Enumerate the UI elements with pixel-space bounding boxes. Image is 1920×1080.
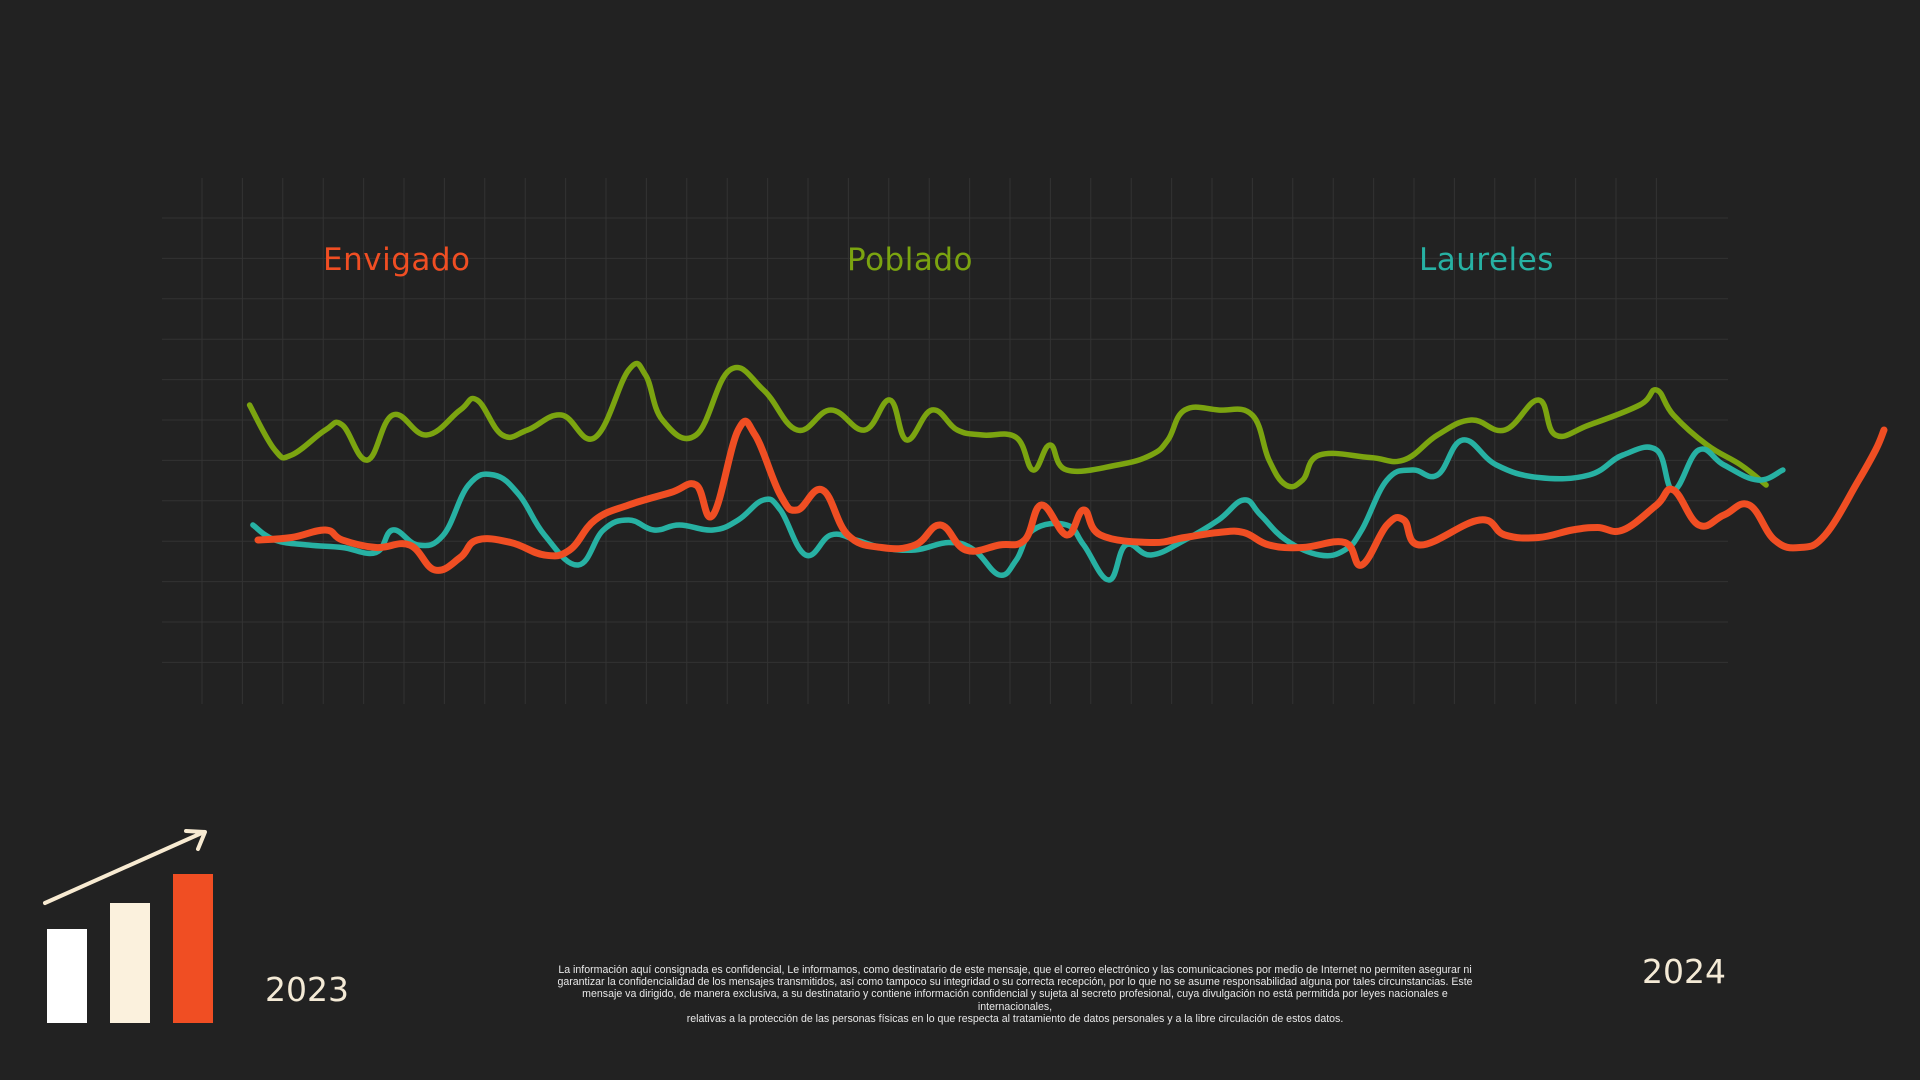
logo-bar-3 bbox=[173, 874, 213, 1023]
logo-bar-1 bbox=[47, 929, 87, 1023]
series-line-poblado bbox=[246, 360, 1769, 490]
series-line-envigado bbox=[254, 417, 1888, 574]
disclaimer-line: relativas a la protección de las persona… bbox=[686, 1012, 1344, 1025]
disclaimer-line: garantizar la confidencialidad de los me… bbox=[557, 976, 1473, 989]
disclaimer-line: La información aquí consignada es confid… bbox=[558, 964, 1472, 976]
legend-poblado: Poblado bbox=[847, 242, 973, 278]
logo-bar-2 bbox=[110, 903, 150, 1023]
legend-laureles: Laureles bbox=[1419, 242, 1554, 278]
chart-series-lines bbox=[246, 360, 1888, 583]
logo-arrow-head bbox=[184, 829, 207, 851]
confidentiality-disclaimer: La información aquí consignada es confid… bbox=[555, 964, 1475, 1025]
start-year-label: 2023 bbox=[265, 970, 349, 1009]
disclaimer-line: mensaje va dirigido, de manera exclusiva… bbox=[582, 988, 1448, 1013]
series-line-laureles bbox=[250, 437, 1786, 583]
logo-arrow-shaft bbox=[43, 830, 206, 905]
end-year-label: 2024 bbox=[1642, 952, 1726, 991]
legend-envigado: Envigado bbox=[323, 242, 471, 278]
growth-bar-chart-icon bbox=[43, 829, 213, 1023]
